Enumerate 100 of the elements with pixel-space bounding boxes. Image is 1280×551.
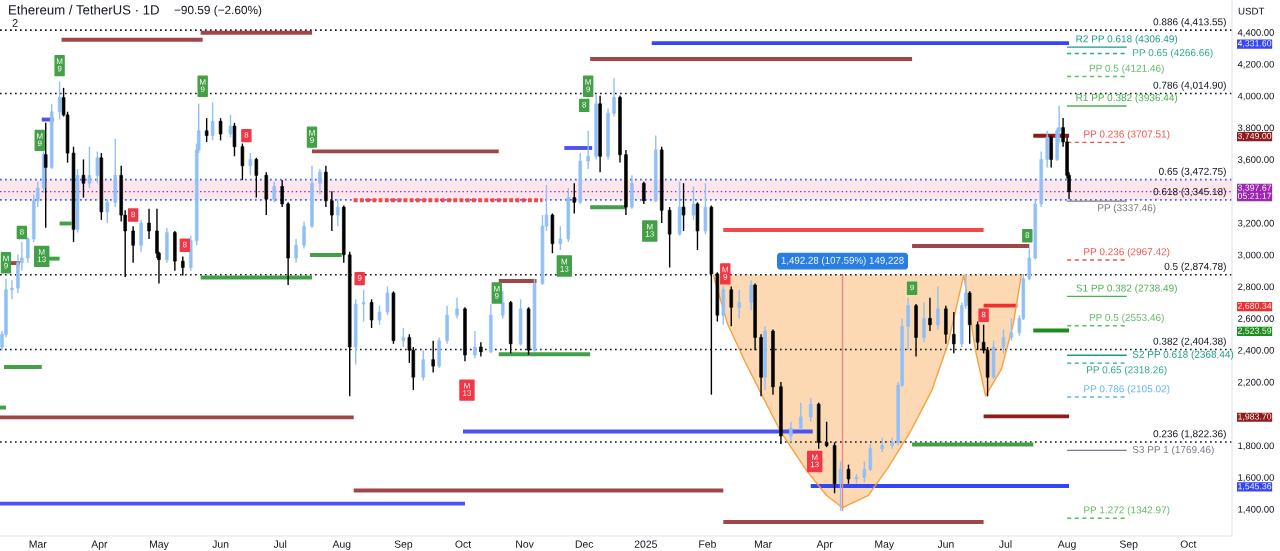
candlestick bbox=[361, 289, 366, 323]
candlestick bbox=[318, 168, 322, 196]
y-tick-label: 2,523.59 bbox=[1238, 327, 1272, 335]
x-tick-label: Jul bbox=[273, 540, 287, 548]
candlestick bbox=[824, 421, 829, 448]
candlestick bbox=[240, 142, 245, 181]
series-label: PP 0.786 (2105.02) bbox=[1084, 384, 1170, 395]
candlestick bbox=[473, 330, 477, 359]
x-tick-label: Nov bbox=[516, 540, 534, 548]
candlestick bbox=[789, 421, 793, 444]
annotation: M 9 bbox=[199, 79, 206, 93]
y-tick-label: 3,800.00 bbox=[1237, 124, 1274, 133]
annotation: M 9 bbox=[585, 79, 591, 93]
chart-subtitle: −90.59 (−2.60%) bbox=[174, 5, 262, 17]
x-tick-label: Oct bbox=[455, 540, 472, 548]
candlestick bbox=[264, 171, 269, 216]
x-tick-label: Oct bbox=[1180, 540, 1197, 548]
candlestick bbox=[336, 198, 340, 227]
annotation: 8 bbox=[182, 241, 187, 248]
candlestick bbox=[975, 320, 980, 351]
candlestick bbox=[280, 179, 284, 208]
candlestick bbox=[737, 289, 741, 320]
y-tick-label: 4,400.00 bbox=[1237, 29, 1274, 37]
ref-line-label: 0.236 (1,822.36) bbox=[1153, 429, 1226, 440]
y-tick-label: 3,397.67 05:21:17 bbox=[1237, 184, 1272, 199]
candlestick bbox=[218, 117, 223, 142]
candlestick bbox=[254, 157, 259, 199]
x-tick-label: Aug bbox=[1057, 540, 1076, 550]
x-tick-label: Mar bbox=[29, 540, 47, 548]
x-tick-label: Aug bbox=[332, 540, 351, 550]
y-tick-label: 2,600.00 bbox=[1238, 315, 1274, 324]
y-tick-label: 4,000.00 bbox=[1237, 92, 1274, 101]
candlestick bbox=[131, 225, 135, 264]
ref-line-label: 0.886 (4,413.55) bbox=[1153, 18, 1226, 28]
annotation: M 9 bbox=[494, 285, 500, 299]
y-tick-label: 2,680.34 bbox=[1238, 302, 1272, 310]
candlestick bbox=[681, 182, 686, 232]
y-tick-label: 3,000.00 bbox=[1237, 251, 1274, 260]
annotation: 8 bbox=[1025, 232, 1030, 238]
candlestick bbox=[431, 339, 435, 374]
y-axis-title: USDT bbox=[1238, 7, 1265, 15]
candlestick bbox=[87, 146, 92, 189]
candlestick bbox=[799, 401, 803, 431]
series-label: PP 0.236 (3707.51) bbox=[1084, 130, 1170, 140]
candlestick bbox=[385, 285, 390, 316]
x-tick-label: Apr bbox=[91, 540, 108, 550]
ref-line-label: 0.786 (4,014.90) bbox=[1153, 81, 1226, 91]
candlestick bbox=[1009, 317, 1014, 342]
series-label: PP 0.65 (2318.26) bbox=[1087, 365, 1167, 376]
candlestick bbox=[95, 150, 100, 184]
annotation: M 9 bbox=[722, 266, 728, 280]
y-tick-label: 3,600.00 bbox=[1237, 156, 1274, 165]
candlestick bbox=[586, 130, 590, 170]
candlestick bbox=[248, 152, 253, 177]
x-tick-label: Jun bbox=[212, 540, 229, 548]
candlestick bbox=[139, 219, 143, 253]
candlestick bbox=[952, 311, 956, 355]
candlestick bbox=[1045, 130, 1049, 169]
annotation: M 13 bbox=[810, 454, 819, 468]
candlestick bbox=[401, 327, 406, 348]
candlestick bbox=[232, 122, 237, 157]
candlestick bbox=[181, 255, 185, 277]
candlestick bbox=[691, 185, 696, 221]
x-tick-label: 2025 bbox=[634, 540, 657, 548]
candlestick bbox=[479, 341, 483, 358]
candlestick bbox=[667, 206, 672, 269]
candlestick bbox=[369, 298, 374, 329]
candlestick bbox=[10, 279, 14, 301]
series-label: S2 PP 0.618 (2368.44) bbox=[1132, 350, 1234, 360]
annotation: 2 bbox=[12, 19, 18, 27]
candlestick bbox=[928, 297, 932, 332]
y-tick-label: 3,749.00 bbox=[1237, 132, 1272, 141]
x-tick-label: Feb bbox=[699, 540, 716, 548]
y-tick-label: 2,400.00 bbox=[1238, 347, 1274, 355]
candlestick bbox=[572, 182, 577, 215]
annotation: 9 bbox=[910, 284, 914, 291]
x-tick-label: Apr bbox=[816, 540, 833, 550]
candlestick bbox=[868, 443, 873, 472]
y-tick-label: 1,600.00 bbox=[1238, 474, 1274, 482]
x-tick-label: Mar bbox=[754, 540, 772, 548]
candlestick bbox=[377, 304, 382, 326]
candlestick bbox=[922, 301, 926, 343]
series-label: PP 1.272 (1342.97) bbox=[1084, 506, 1170, 516]
annotation: 1,492.28 (107.59%) 149,228 bbox=[781, 256, 904, 266]
x-tick-label: Sep bbox=[1119, 540, 1138, 550]
series-label: PP 0.5 (2553.46) bbox=[1089, 313, 1164, 323]
y-tick-label: 1,545.36 bbox=[1238, 483, 1272, 491]
y-tick-label: 3,200.00 bbox=[1237, 219, 1274, 228]
series-label: R1 PP 0.382 (3936.44) bbox=[1076, 93, 1178, 104]
y-tick-label: 4,331.60 bbox=[1237, 40, 1272, 48]
candlestick bbox=[936, 285, 940, 331]
candlestick bbox=[105, 198, 110, 224]
candlestick bbox=[846, 463, 851, 485]
annotation: M 9 bbox=[309, 130, 315, 143]
ref-line-label: 0.382 (2,404.38) bbox=[1153, 337, 1226, 347]
x-tick-label: Dec bbox=[575, 540, 594, 548]
candlestick bbox=[808, 397, 813, 423]
candlestick bbox=[500, 290, 505, 320]
candlestick bbox=[272, 180, 276, 204]
x-tick-label: May bbox=[149, 540, 169, 550]
